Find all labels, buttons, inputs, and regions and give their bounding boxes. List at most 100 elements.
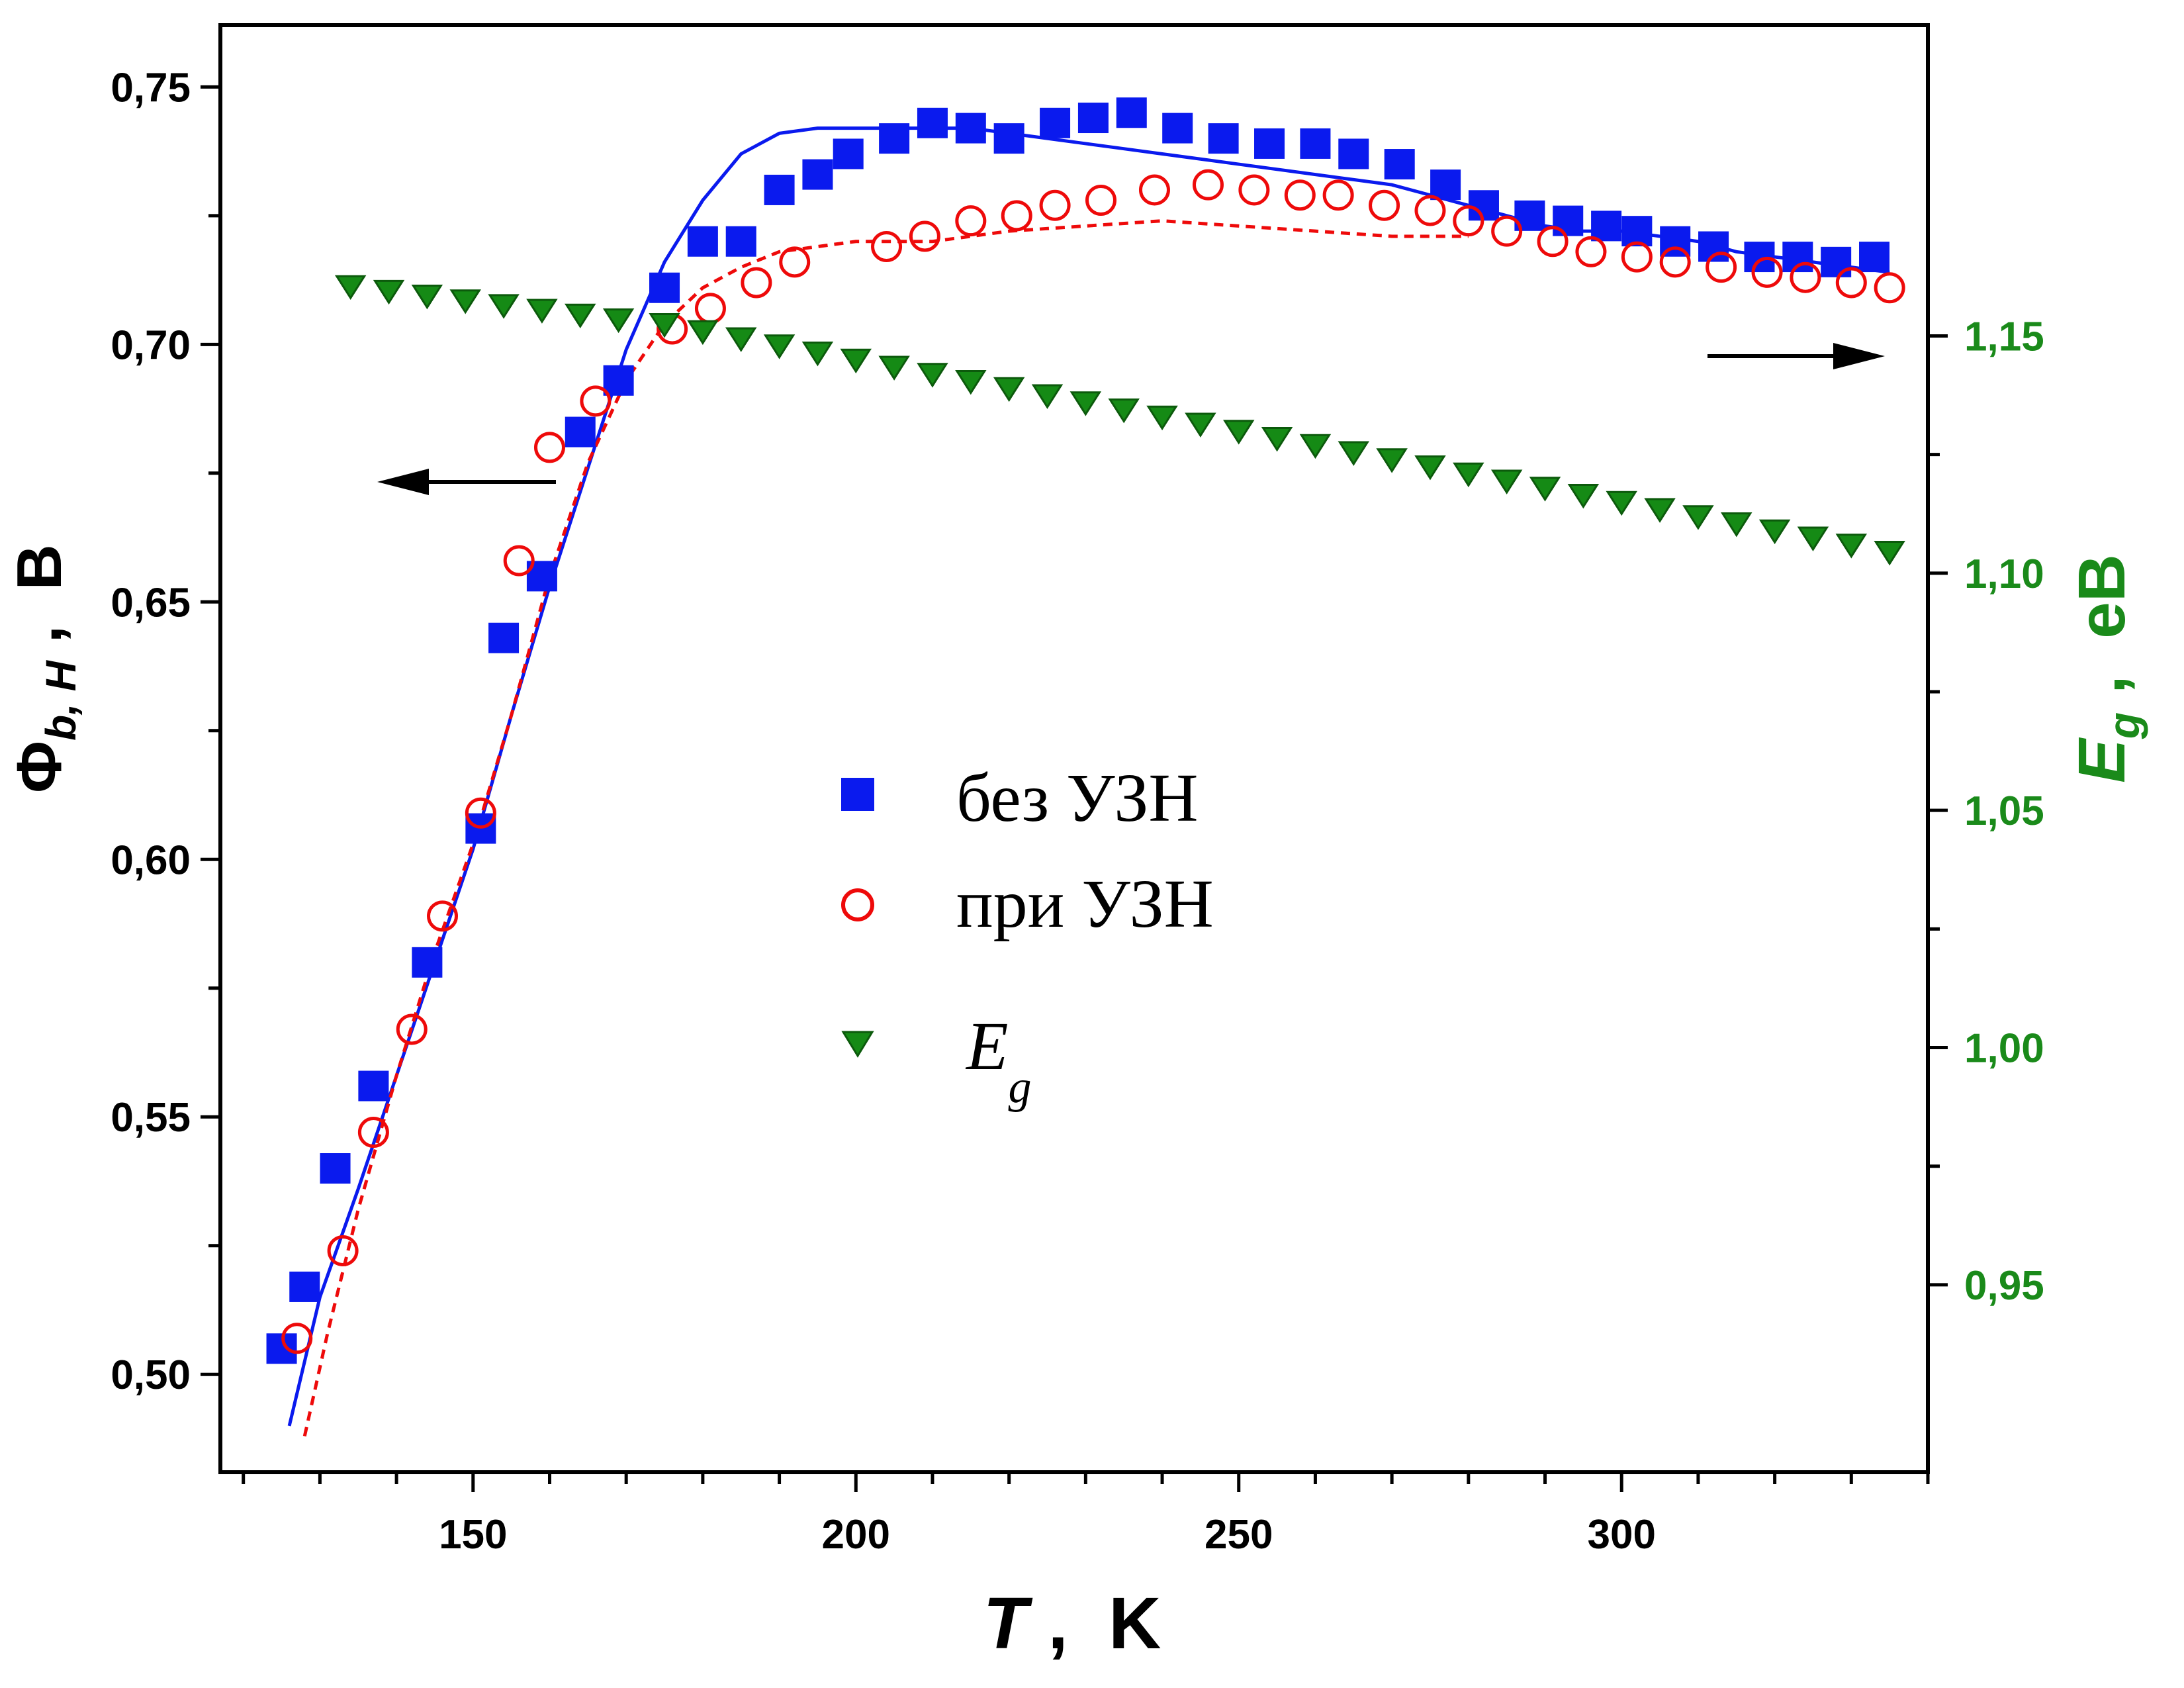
y-right-tick-label: 1,00 [1964,1026,2044,1072]
data-point-triangle [649,313,680,338]
legend-label-eg: Eg [965,1008,1032,1113]
data-point-triangle [1453,462,1484,488]
data-point-triangle [1185,412,1216,438]
data-point-circle [1414,195,1446,226]
y-right-axis-title: Eg , eB [2065,554,2148,783]
x-axis-title: T , K [983,1583,1161,1664]
data-point-circle [1192,169,1224,201]
legend-label-bez-uzn: без УЗН [956,760,1199,836]
data-point-square [1077,103,1109,134]
data-point-square [412,947,443,978]
data-point-circle [427,900,459,932]
data-point-square [1553,205,1584,236]
y-right-tick-label: 1,05 [1964,788,2044,834]
data-point-triangle [1338,441,1370,466]
data-point-square [917,107,948,138]
x-tick-label: 200 [822,1512,890,1558]
data-point-triangle [917,363,948,388]
data-point-square [1162,113,1193,144]
data-point-circle [955,205,987,237]
data-point-triangle [526,299,558,324]
data-point-triangle [1606,491,1637,516]
data-point-triangle [955,370,987,395]
data-point-triangle [411,285,443,310]
data-point-square [802,159,833,190]
data-point-circle [533,432,565,463]
data-point-circle [1751,256,1783,288]
legend-marker-eg [841,1031,874,1058]
data-point-circle [1835,267,1867,299]
data-point-circle [357,1117,389,1149]
series-circle [281,169,1905,1354]
legend-marker-pri-uzn [841,888,874,921]
data-point-triangle [1529,477,1561,502]
x-tick-label: 250 [1205,1512,1273,1558]
data-point-triangle [840,348,872,374]
data-point-triangle [1721,512,1752,538]
data-point-square [1300,128,1331,159]
data-point-circle [1621,241,1653,273]
x-tick-label: 150 [439,1512,507,1558]
data-point-square [488,622,520,653]
data-point-triangle [1414,455,1446,481]
data-point-circle [396,1013,428,1045]
data-point-circle [327,1235,359,1266]
data-point-circle [909,220,940,252]
data-point-square [1208,123,1239,154]
data-point-square [1040,107,1071,138]
data-point-triangle [1797,526,1829,551]
data-point-triangle [801,342,834,367]
legend: без УЗН при УЗН Eg [841,760,1214,1113]
data-point-triangle [878,355,910,381]
data-point-triangle [334,275,367,300]
data-point-triangle [1261,427,1293,452]
data-point-circle [1322,179,1354,211]
data-point-square [320,1153,351,1184]
series-triangle-down [334,275,1905,566]
data-point-square [725,226,756,257]
y-left-tick-label: 0,55 [111,1095,191,1141]
data-point-square [358,1070,389,1102]
data-point-square [1859,242,1890,273]
data-point-circle [1874,272,1905,304]
data-point-square [687,226,718,257]
data-point-triangle [373,279,405,305]
data-point-square [1430,169,1461,201]
data-point-square [833,138,864,169]
y-left-tick-label: 0,70 [111,322,191,368]
data-point-triangle [1031,384,1064,409]
data-point-triangle [1835,534,1868,559]
data-point-circle [1369,189,1400,221]
data-point-circle [1659,246,1691,278]
right-axis-arrow-head [1833,343,1885,369]
data-point-triangle [1069,391,1102,416]
data-point-triangle [565,303,596,328]
data-point-circle [871,231,903,263]
fit-line [302,219,1469,1437]
data-point-circle [281,1323,313,1354]
data-point-square [289,1271,320,1302]
data-point-circle [1537,226,1569,258]
data-point-square [565,416,596,447]
y-left-tick-label: 0,65 [111,580,191,626]
data-point-triangle [1108,399,1140,424]
data-point-circle [1039,189,1071,221]
plot-frame [218,23,1930,1474]
data-point-triangle [1682,505,1714,530]
data-point-square [1821,246,1852,277]
data-point-square [1468,190,1499,221]
data-point-triangle [1146,405,1178,431]
y-left-tick-label: 0,60 [111,837,191,883]
data-point-triangle [1644,498,1676,523]
tick-labels: 150 200 250 300 0,50 0,55 0,60 0,65 0,70 0,75 0,95… [111,65,2044,1558]
data-point-circle [1453,205,1484,237]
data-point-circle [1790,261,1821,293]
y-left-tick-label: 0,75 [111,65,191,111]
y-left-tick-label: 0,50 [111,1352,191,1398]
legend-label-pri-uzn: при УЗН [956,866,1214,942]
data-point-circle [580,385,612,417]
left-axis-arrow-head [377,469,429,495]
data-point-triangle [687,320,719,346]
data-point-triangle [602,308,635,334]
